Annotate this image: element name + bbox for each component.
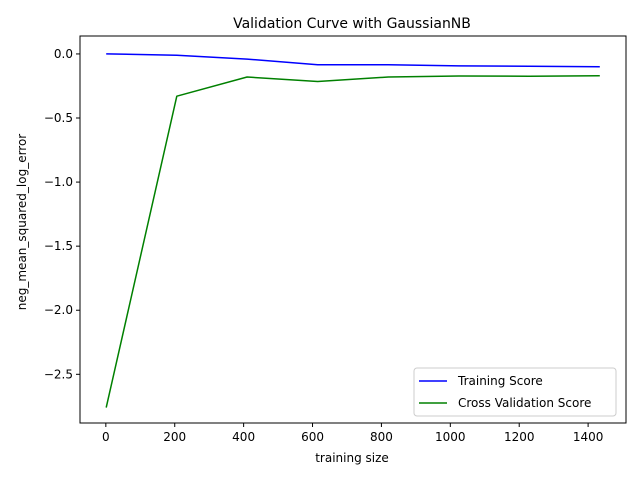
y-tick-label: −1.5: [44, 239, 73, 253]
series-line-cross-validation-score: [105, 74, 600, 408]
plot-area: 0 200 400 600 800 1000 1200 1400 0.0 −0.5 −1.0 −1.…: [44, 35, 627, 444]
x-tick-label: 800: [370, 430, 393, 444]
y-axis: 0.0 −0.5 −1.0 −1.5 −2.0 −2.5: [44, 47, 80, 381]
series-line-training-score: [106, 53, 600, 68]
x-axis: 0 200 400 600 800 1000 1200 1400: [102, 423, 603, 444]
x-tick-label: 1400: [573, 430, 604, 444]
x-tick-label: 1000: [435, 430, 466, 444]
x-axis-label: training size: [315, 451, 389, 465]
axes-frame: [79, 35, 627, 424]
x-tick-label: 1200: [504, 430, 535, 444]
legend-label: Training Score: [457, 374, 543, 388]
y-axis-label: neg_mean_squared_log_error: [15, 134, 29, 311]
chart-title: Validation Curve with GaussianNB: [233, 16, 471, 32]
x-tick-label: 600: [301, 430, 324, 444]
legend: Training Score Cross Validation Score: [413, 367, 617, 417]
y-tick-label: 0.0: [54, 47, 73, 61]
x-tick-label: 0: [102, 430, 110, 444]
y-tick-label: −0.5: [44, 111, 73, 125]
legend-label: Cross Validation Score: [458, 396, 591, 410]
x-tick-label: 400: [232, 430, 255, 444]
y-tick-label: −2.5: [44, 367, 73, 381]
y-tick-label: −2.0: [44, 303, 73, 317]
legend-box: [413, 367, 617, 417]
series-lines: [105, 53, 600, 408]
y-tick-label: −1.0: [44, 175, 73, 189]
x-tick-label: 200: [163, 430, 186, 444]
